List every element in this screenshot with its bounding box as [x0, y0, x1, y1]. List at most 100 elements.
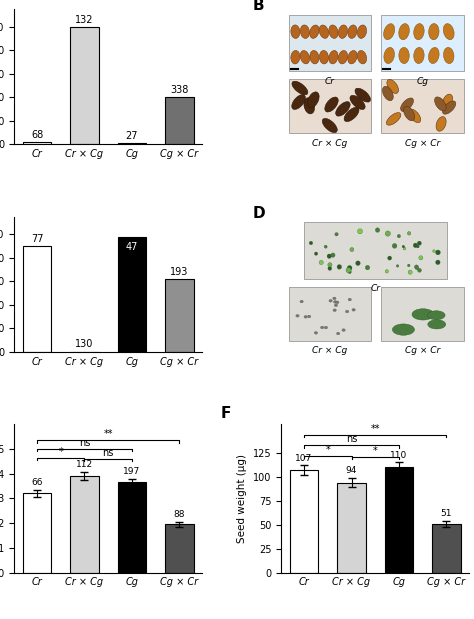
Text: ns: ns	[346, 435, 357, 444]
Bar	[304, 222, 447, 279]
Ellipse shape	[319, 260, 323, 265]
Ellipse shape	[414, 265, 419, 269]
Text: 51: 51	[441, 509, 452, 519]
Bar	[381, 79, 464, 134]
Ellipse shape	[403, 106, 415, 121]
Ellipse shape	[348, 25, 357, 38]
Text: Cr × Cg: Cr × Cg	[312, 346, 348, 355]
Ellipse shape	[328, 267, 332, 271]
Ellipse shape	[392, 243, 397, 248]
Ellipse shape	[328, 262, 332, 267]
Bar	[337, 483, 366, 573]
Ellipse shape	[408, 264, 410, 267]
Text: Cr × Cg: Cr × Cg	[312, 139, 348, 148]
Bar	[290, 470, 318, 573]
Ellipse shape	[331, 253, 335, 258]
Ellipse shape	[333, 297, 336, 300]
Text: 130: 130	[75, 339, 94, 349]
Ellipse shape	[385, 270, 389, 273]
Ellipse shape	[337, 332, 340, 335]
Ellipse shape	[436, 250, 440, 255]
Ellipse shape	[352, 308, 356, 311]
Bar	[381, 15, 464, 71]
Ellipse shape	[292, 81, 308, 95]
Text: 107: 107	[295, 454, 313, 463]
Ellipse shape	[435, 97, 446, 111]
Bar	[289, 79, 372, 134]
Text: 338: 338	[170, 85, 189, 95]
Text: ns: ns	[102, 448, 114, 458]
Ellipse shape	[428, 320, 446, 329]
Bar	[118, 143, 146, 144]
Ellipse shape	[387, 79, 399, 93]
Ellipse shape	[407, 232, 411, 235]
Ellipse shape	[416, 267, 419, 270]
Ellipse shape	[348, 51, 357, 64]
Ellipse shape	[412, 309, 434, 320]
Ellipse shape	[413, 243, 418, 248]
Ellipse shape	[319, 25, 328, 38]
Ellipse shape	[309, 241, 313, 245]
Ellipse shape	[350, 95, 365, 110]
Ellipse shape	[331, 254, 334, 257]
Ellipse shape	[383, 24, 395, 40]
Ellipse shape	[324, 326, 328, 329]
Bar	[23, 246, 51, 352]
Ellipse shape	[344, 107, 359, 121]
Ellipse shape	[403, 247, 406, 250]
Ellipse shape	[308, 92, 319, 108]
Text: B: B	[253, 0, 264, 14]
Ellipse shape	[346, 310, 349, 313]
Ellipse shape	[304, 316, 307, 318]
Ellipse shape	[444, 48, 454, 64]
Ellipse shape	[342, 329, 345, 331]
Ellipse shape	[329, 25, 338, 38]
Ellipse shape	[348, 298, 351, 301]
Ellipse shape	[291, 50, 300, 64]
Ellipse shape	[385, 231, 391, 236]
Ellipse shape	[408, 270, 412, 274]
Ellipse shape	[338, 51, 347, 64]
Ellipse shape	[428, 48, 439, 64]
Text: **: **	[371, 424, 380, 434]
Bar	[70, 27, 99, 144]
Ellipse shape	[319, 50, 328, 64]
Ellipse shape	[336, 301, 339, 304]
Text: *: *	[325, 445, 330, 455]
Ellipse shape	[300, 51, 310, 64]
Text: D: D	[253, 206, 265, 221]
Bar	[289, 287, 372, 341]
Bar	[23, 142, 51, 144]
Ellipse shape	[357, 51, 366, 64]
Ellipse shape	[414, 24, 424, 40]
Ellipse shape	[357, 25, 366, 38]
Ellipse shape	[436, 116, 446, 131]
Text: Cr: Cr	[370, 284, 380, 293]
Ellipse shape	[333, 309, 337, 311]
Ellipse shape	[419, 256, 423, 260]
Text: 88: 88	[173, 510, 185, 519]
Bar	[165, 97, 194, 144]
Ellipse shape	[308, 315, 311, 318]
Ellipse shape	[355, 88, 371, 102]
Ellipse shape	[336, 102, 350, 116]
Ellipse shape	[335, 233, 338, 236]
Bar	[381, 287, 464, 341]
Bar	[432, 524, 461, 573]
Text: 47: 47	[126, 242, 138, 252]
Ellipse shape	[417, 241, 421, 245]
Ellipse shape	[414, 48, 424, 64]
Ellipse shape	[408, 109, 421, 123]
Bar	[289, 15, 372, 71]
Text: 77: 77	[31, 234, 43, 244]
Text: 68: 68	[31, 130, 43, 140]
Ellipse shape	[329, 300, 332, 302]
Ellipse shape	[399, 24, 410, 40]
Text: 193: 193	[170, 267, 189, 277]
Ellipse shape	[300, 300, 303, 303]
Ellipse shape	[314, 252, 318, 255]
Ellipse shape	[417, 245, 419, 248]
Text: Cr: Cr	[325, 77, 335, 86]
Ellipse shape	[347, 266, 352, 271]
Ellipse shape	[350, 248, 354, 252]
